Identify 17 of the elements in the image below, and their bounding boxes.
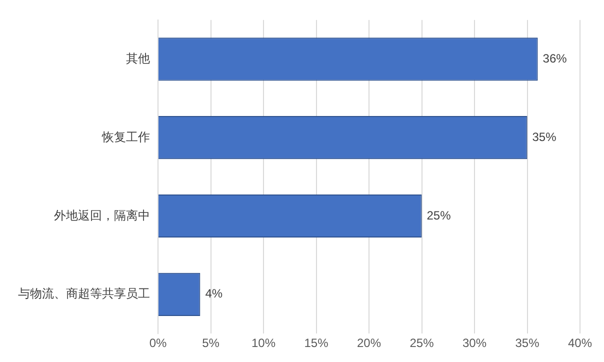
x-tick-label: 30% [462, 336, 487, 350]
x-tick-label: 15% [304, 336, 329, 350]
x-tick-label: 20% [356, 336, 382, 350]
y-tick-label: 与物流、商超等共享员工 [18, 286, 150, 301]
y-tick-label: 恢复工作 [101, 130, 150, 144]
x-tick-label: 10% [251, 336, 276, 350]
data-label: 36% [542, 52, 568, 66]
x-tick-label: 35% [515, 336, 540, 350]
x-tick-label: 40% [568, 336, 592, 350]
data-label: 4% [205, 286, 223, 301]
x-tick-label: 25% [410, 336, 434, 350]
x-tick-label: 0% [149, 336, 167, 350]
y-tick-label: 外地返回，隔离中 [54, 208, 150, 222]
y-tick-label: 其他 [126, 52, 150, 66]
data-label: 35% [532, 130, 557, 144]
data-label: 25% [426, 208, 452, 222]
x-tick-label: 5% [202, 336, 220, 350]
